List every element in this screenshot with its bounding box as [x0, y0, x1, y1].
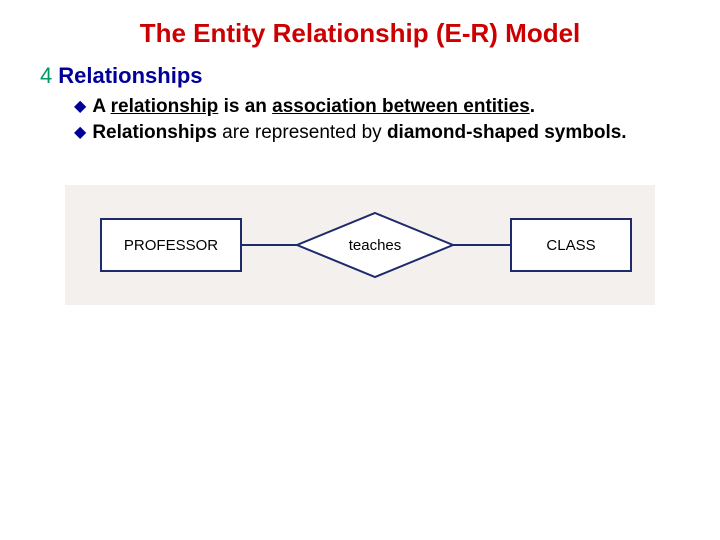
er-diagram: PROFESSOR CLASS teaches	[65, 185, 655, 305]
bullet-level1: 4 Relationships	[40, 63, 680, 89]
diamond-bullet-icon: ◆	[74, 95, 86, 119]
er-entity-label: PROFESSOR	[124, 237, 218, 254]
slide: The Entity Relationship (E-R) Model 4 Re…	[0, 0, 720, 540]
er-diagram-container: PROFESSOR CLASS teaches	[40, 185, 680, 305]
bullet-level1-text: Relationships	[58, 63, 202, 89]
bullet-level1-glyph: 4	[40, 63, 52, 89]
slide-title: The Entity Relationship (E-R) Model	[40, 18, 680, 49]
diamond-bullet-icon: ◆	[74, 121, 86, 145]
bullet-level2-text: A relationship is an association between…	[92, 95, 535, 119]
bullet-level2: ◆Relationships are represented by diamon…	[74, 121, 680, 145]
er-relationship-label: teaches	[349, 237, 402, 254]
bullet-level2: ◆A relationship is an association betwee…	[74, 95, 680, 119]
bullet-level2-text: Relationships are represented by diamond…	[92, 121, 626, 145]
bullet-level2-list: ◆A relationship is an association betwee…	[74, 95, 680, 145]
er-entity-label: CLASS	[546, 237, 595, 254]
